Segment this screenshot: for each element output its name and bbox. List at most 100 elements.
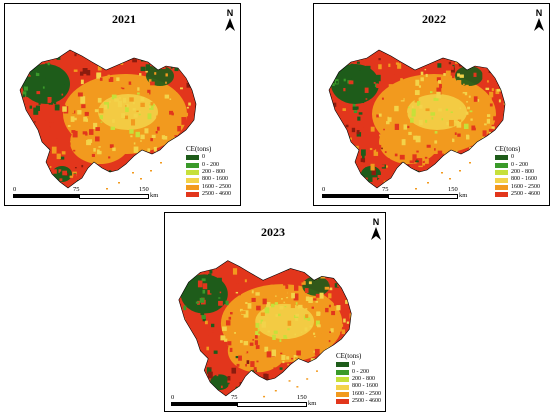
north-arrow-icon bbox=[534, 18, 544, 31]
legend-item: 0 bbox=[495, 154, 540, 161]
legend-label: 2500 - 4600 bbox=[511, 191, 540, 198]
legend-swatch bbox=[186, 155, 199, 161]
scale-tick-label: 0 bbox=[13, 186, 17, 193]
legend-item: 200 - 800 bbox=[186, 169, 231, 176]
legend-item: 0 - 200 bbox=[186, 162, 231, 169]
legend-label: 1600 - 2500 bbox=[202, 183, 231, 190]
scale-bar-black bbox=[13, 194, 79, 198]
map-raster-layer bbox=[19, 49, 197, 190]
legend-swatch bbox=[186, 184, 199, 190]
legend-item: 1600 - 2500 bbox=[186, 184, 231, 191]
legend-swatch bbox=[186, 192, 199, 198]
legend-label: 800 - 1600 bbox=[352, 383, 378, 390]
legend-swatch bbox=[495, 184, 508, 190]
north-arrow-icon bbox=[371, 227, 381, 240]
legend-label: 2500 - 4600 bbox=[352, 398, 381, 405]
legend-swatch bbox=[495, 155, 508, 161]
legend-label: 800 - 1600 bbox=[202, 176, 228, 183]
scale-tick-label: 150 bbox=[139, 186, 149, 193]
scale-bar: 0 75 150 km bbox=[13, 186, 163, 199]
legend-swatch bbox=[495, 162, 508, 168]
legend-swatch bbox=[336, 362, 349, 368]
year-title: 2022 bbox=[422, 12, 446, 26]
legend-label: 200 - 800 bbox=[511, 169, 534, 176]
legend-label: 0 bbox=[352, 361, 355, 368]
north-arrow-icon bbox=[225, 18, 235, 31]
legend-label: 0 bbox=[202, 154, 205, 161]
carbon-emission-map bbox=[178, 260, 352, 398]
scale-tick-label: 150 bbox=[448, 186, 458, 193]
north-arrow: N bbox=[533, 9, 545, 37]
legend-item: 800 - 1600 bbox=[336, 383, 381, 390]
scale-bar-ticks: 0 75 150 bbox=[13, 186, 163, 194]
legend-item: 2500 - 4600 bbox=[336, 398, 381, 405]
legend-swatch bbox=[186, 177, 199, 183]
legend-label: 0 - 200 bbox=[202, 161, 219, 168]
legend-swatch bbox=[186, 170, 199, 176]
north-arrow-label: N bbox=[535, 8, 543, 18]
scale-bar-black bbox=[171, 402, 237, 406]
map-raster-layer bbox=[178, 260, 352, 398]
legend-item: 800 - 1600 bbox=[495, 176, 540, 183]
legend-item: 0 bbox=[336, 361, 381, 368]
legend-item: 200 - 800 bbox=[495, 169, 540, 176]
legend-item: 0 bbox=[186, 154, 231, 161]
legend-swatch bbox=[336, 377, 349, 383]
scale-tick-label: 75 bbox=[231, 394, 238, 401]
legend-swatch bbox=[495, 177, 508, 183]
carbon-emission-map bbox=[328, 49, 506, 190]
legend-swatch bbox=[336, 369, 349, 375]
legend-label: 1600 - 2500 bbox=[511, 183, 540, 190]
scale-unit: km bbox=[459, 192, 468, 199]
legend-item: 2500 - 4600 bbox=[186, 191, 231, 198]
scale-bar: 0 75 150 km bbox=[171, 394, 321, 407]
legend-label: 0 - 200 bbox=[352, 368, 369, 375]
legend-item: 0 - 200 bbox=[495, 162, 540, 169]
north-arrow-label: N bbox=[372, 217, 380, 227]
north-arrow: N bbox=[370, 218, 382, 246]
scale-bar-graphic: km bbox=[13, 192, 163, 199]
scale-bar: 0 75 150 km bbox=[322, 186, 472, 199]
scale-bar-black bbox=[322, 194, 388, 198]
legend-item: 1600 - 2500 bbox=[495, 184, 540, 191]
legend-swatch bbox=[495, 170, 508, 176]
legend-item: 200 - 800 bbox=[336, 376, 381, 383]
legend-item: 0 - 200 bbox=[336, 369, 381, 376]
legend-item: 2500 - 4600 bbox=[495, 191, 540, 198]
scale-bar-white bbox=[388, 194, 458, 199]
legend-label: 200 - 800 bbox=[352, 376, 375, 383]
scale-unit: km bbox=[150, 192, 159, 199]
legend-item: 1600 - 2500 bbox=[336, 391, 381, 398]
north-arrow: N bbox=[224, 9, 236, 37]
legend-label: 1600 - 2500 bbox=[352, 390, 381, 397]
legend-label: 0 - 200 bbox=[511, 161, 528, 168]
map-raster-layer bbox=[328, 49, 506, 190]
scale-tick-label: 0 bbox=[322, 186, 326, 193]
scale-unit: km bbox=[308, 400, 317, 407]
carbon-emission-map bbox=[19, 49, 197, 190]
legend-swatch bbox=[186, 162, 199, 168]
legend-label: 0 bbox=[511, 154, 514, 161]
legend-title: CE(tons) bbox=[495, 145, 521, 153]
legend-swatch bbox=[336, 391, 349, 397]
legend-title: CE(tons) bbox=[186, 145, 212, 153]
legend-label: 800 - 1600 bbox=[511, 176, 537, 183]
north-arrow-label: N bbox=[226, 8, 234, 18]
legend-swatch bbox=[336, 384, 349, 390]
scale-tick-label: 150 bbox=[297, 394, 307, 401]
year-title: 2023 bbox=[261, 225, 285, 239]
legend-swatch bbox=[495, 192, 508, 198]
scale-tick-label: 0 bbox=[171, 394, 175, 401]
legend-title: CE(tons) bbox=[336, 352, 362, 360]
legend-item: 800 - 1600 bbox=[186, 176, 231, 183]
scale-bar-graphic: km bbox=[322, 192, 472, 199]
